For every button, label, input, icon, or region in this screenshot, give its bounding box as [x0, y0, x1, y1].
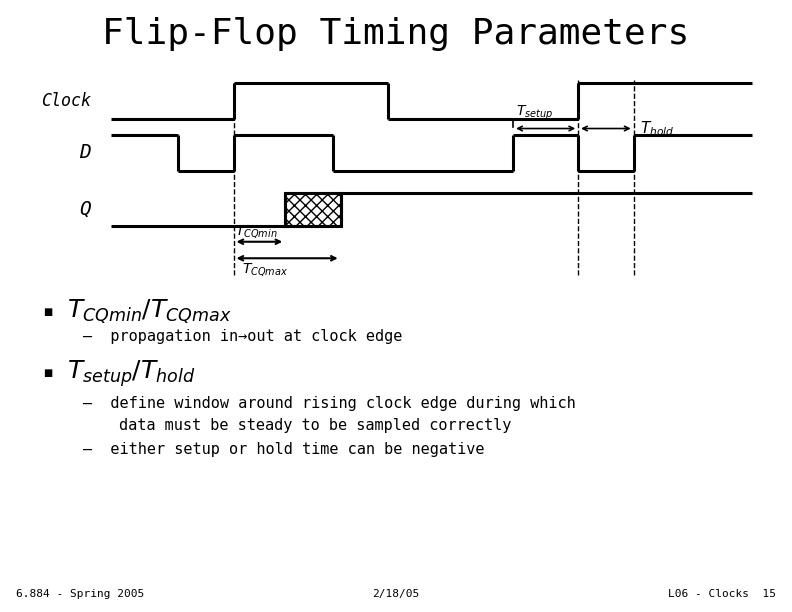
Text: Clock: Clock	[41, 92, 91, 110]
Text: $T_{CQmin}$: $T_{CQmin}$	[235, 223, 278, 240]
Text: $T_{setup}/T_{hold}$: $T_{setup}/T_{hold}$	[67, 358, 196, 389]
Text: –  either setup or hold time can be negative: – either setup or hold time can be negat…	[83, 442, 485, 457]
Text: L06 - Clocks  15: L06 - Clocks 15	[668, 589, 776, 599]
Text: 2/18/05: 2/18/05	[372, 589, 420, 599]
Text: Q: Q	[79, 200, 91, 219]
Text: D: D	[79, 143, 91, 163]
Text: –  propagation in→out at clock edge: – propagation in→out at clock edge	[83, 329, 402, 344]
Text: Flip-Flop Timing Parameters: Flip-Flop Timing Parameters	[102, 17, 690, 51]
Text: 6.884 - Spring 2005: 6.884 - Spring 2005	[16, 589, 144, 599]
Bar	[285, 193, 341, 226]
Text: $T_{hold}$: $T_{hold}$	[640, 119, 674, 138]
Text: $T_{setup}$: $T_{setup}$	[516, 104, 553, 122]
Text: data must be steady to be sampled correctly: data must be steady to be sampled correc…	[119, 418, 511, 433]
Text: –  define window around rising clock edge during which: – define window around rising clock edge…	[83, 397, 576, 411]
Text: $T_{CQmax}$: $T_{CQmax}$	[242, 261, 287, 278]
Text: $T_{CQmin}/T_{CQmax}$: $T_{CQmin}/T_{CQmax}$	[67, 298, 232, 326]
Text: ■: ■	[44, 368, 53, 378]
Text: ■: ■	[44, 307, 53, 317]
